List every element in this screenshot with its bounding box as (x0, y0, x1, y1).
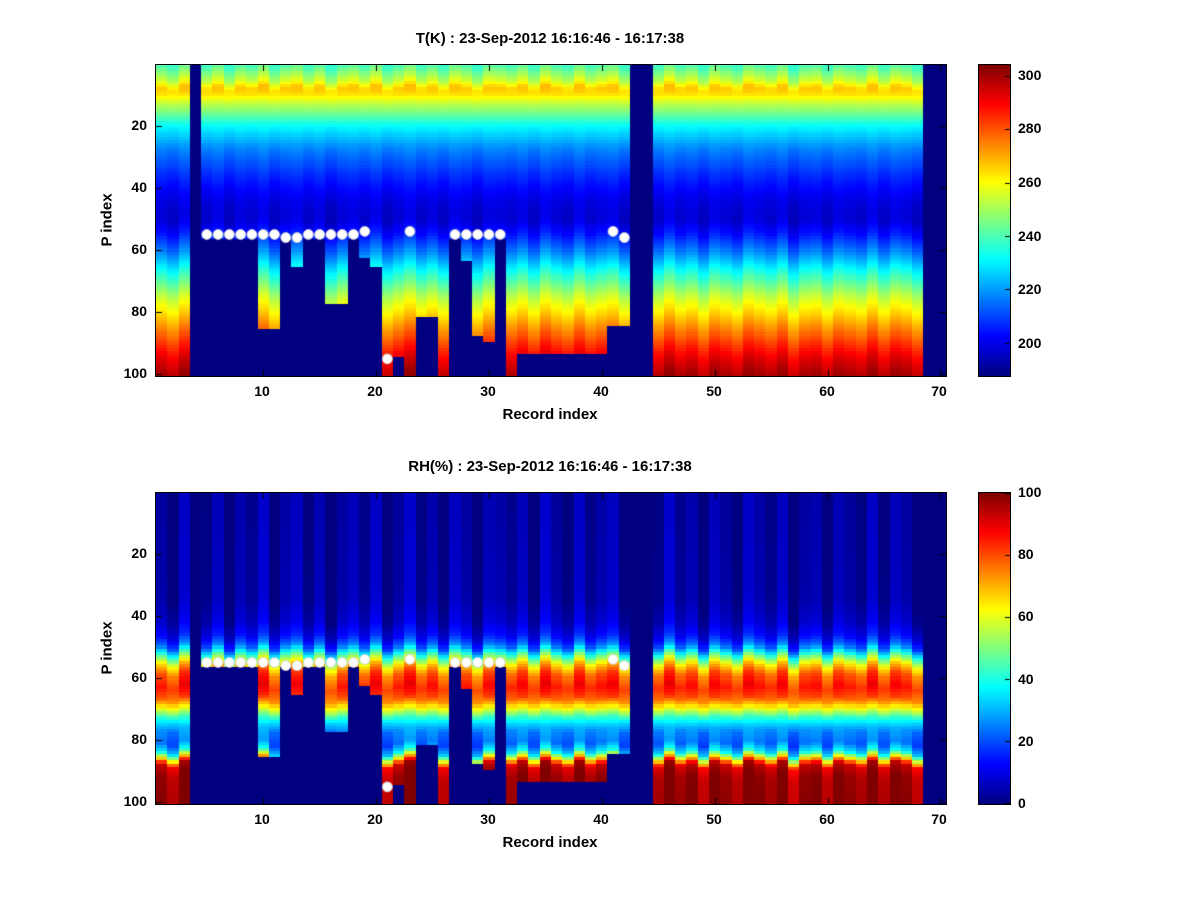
humidity-ylabel: P index (98, 621, 116, 675)
x-tick-label: 40 (593, 383, 609, 399)
colorbar-tick-label: 100 (1018, 484, 1042, 500)
temperature-colorbar (978, 64, 1011, 377)
colorbar-tick-label: 60 (1018, 608, 1034, 624)
y-tick-label: 100 (123, 793, 147, 809)
colorbar-tick-label: 220 (1018, 281, 1042, 297)
temperature-xlabel: Record index (502, 406, 598, 423)
colorbar-tick-label: 300 (1018, 67, 1042, 83)
x-tick-label: 30 (480, 811, 496, 827)
x-tick-label: 50 (706, 383, 722, 399)
humidity-colorbar (978, 492, 1011, 805)
colorbar-tick-label: 240 (1018, 228, 1042, 244)
x-tick-label: 50 (706, 811, 722, 827)
temperature-plot-title: T(K) : 23-Sep-2012 16:16:46 - 16:17:38 (415, 30, 685, 47)
colorbar-tick-label: 40 (1018, 671, 1034, 687)
x-tick-label: 20 (367, 811, 383, 827)
humidity-heatmap (155, 492, 947, 805)
humidity-plot-title: RH(%) : 23-Sep-2012 16:16:46 - 16:17:38 (408, 458, 692, 475)
y-tick-label: 80 (131, 303, 147, 319)
humidity-xlabel: Record index (502, 834, 598, 851)
colorbar-tick-label: 200 (1018, 335, 1042, 351)
colorbar-tick-label: 20 (1018, 733, 1034, 749)
temperature-heatmap (155, 64, 947, 377)
colorbar-tick-label: 0 (1018, 795, 1026, 811)
x-tick-label: 20 (367, 383, 383, 399)
colorbar-tick-label: 80 (1018, 546, 1034, 562)
y-tick-label: 60 (131, 669, 147, 685)
x-tick-label: 10 (254, 811, 270, 827)
x-tick-label: 70 (931, 383, 947, 399)
x-tick-label: 30 (480, 383, 496, 399)
colorbar-tick-label: 260 (1018, 174, 1042, 190)
x-tick-label: 70 (931, 811, 947, 827)
y-tick-label: 40 (131, 179, 147, 195)
x-tick-label: 40 (593, 811, 609, 827)
y-tick-label: 40 (131, 607, 147, 623)
y-tick-label: 60 (131, 241, 147, 257)
y-tick-label: 80 (131, 731, 147, 747)
x-tick-label: 60 (819, 811, 835, 827)
temperature-ylabel: P index (98, 193, 116, 247)
x-tick-label: 10 (254, 383, 270, 399)
y-tick-label: 20 (131, 117, 147, 133)
y-tick-label: 20 (131, 545, 147, 561)
x-tick-label: 60 (819, 383, 835, 399)
colorbar-tick-label: 280 (1018, 120, 1042, 136)
y-tick-label: 100 (123, 365, 147, 381)
